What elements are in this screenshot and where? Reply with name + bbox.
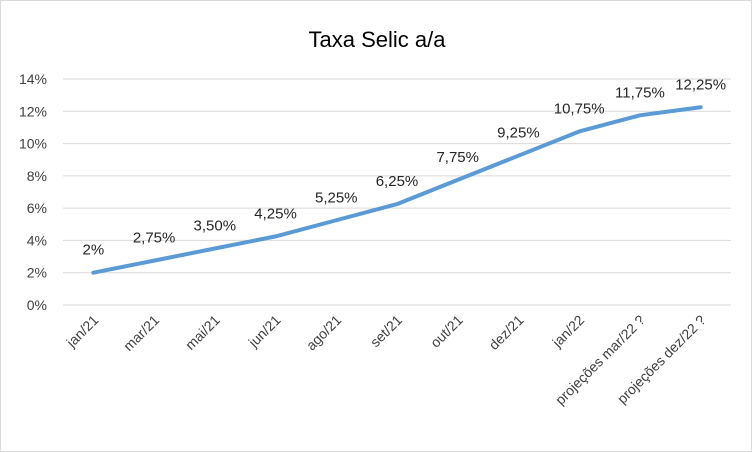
x-tick-label: out/21: [427, 312, 466, 351]
x-tick-label: jan/21: [62, 312, 101, 351]
data-label: 2%: [83, 242, 105, 259]
gridlines: [63, 78, 731, 306]
x-tick-label: dez/21: [486, 312, 527, 353]
y-axis: 0% 2% 4% 6% 8% 10% 12% 14%: [19, 71, 47, 313]
data-label: 11,75%: [615, 84, 665, 101]
series-line-path: [91, 105, 703, 275]
x-tick-label: jun/21: [245, 312, 284, 351]
x-tick-label: jan/22: [548, 312, 587, 351]
data-label: 7,75%: [436, 149, 479, 166]
y-tick-label: 14%: [19, 71, 47, 87]
x-tick-label: set/21: [367, 312, 405, 350]
series-line: [91, 105, 703, 275]
data-label: 10,75%: [554, 100, 605, 117]
x-tick-label: ago/21: [303, 312, 345, 354]
data-label: 3,50%: [194, 218, 237, 235]
y-tick-label: 10%: [19, 136, 47, 152]
y-tick-label: 2%: [27, 265, 47, 281]
x-tick-label: mai/21: [182, 312, 223, 353]
data-label: 12,25%: [675, 76, 726, 93]
x-axis: jan/21 mar/21 mai/21 jun/21 ago/21 set/21 out/…: [62, 312, 708, 408]
data-label: 6,25%: [376, 173, 419, 190]
chart-title: Taxa Selic a/a: [309, 27, 447, 52]
data-labels: 2% 2,75% 3,50% 4,25% 5,25% 6,25% 7,75% 9,25% 10,…: [83, 76, 727, 259]
y-tick-label: 4%: [27, 232, 47, 248]
data-label: 9,25%: [497, 125, 540, 142]
x-tick-label: mar/21: [120, 312, 162, 354]
y-tick-label: 6%: [27, 200, 47, 216]
y-tick-label: 12%: [19, 103, 47, 119]
data-label: 5,25%: [315, 189, 358, 206]
y-tick-label: 0%: [27, 297, 47, 313]
data-label: 2,75%: [133, 230, 176, 247]
data-label: 4,25%: [254, 205, 297, 222]
y-tick-label: 8%: [27, 168, 47, 184]
